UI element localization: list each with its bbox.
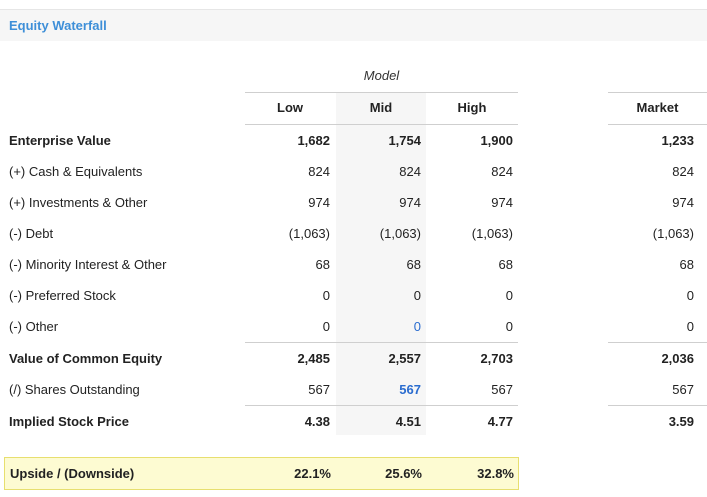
value-low: 0: [322, 288, 330, 303]
value-market: 974: [672, 195, 694, 210]
upside-downside-row: Upside / (Downside) 22.1% 25.6% 32.8%: [4, 457, 519, 490]
subtotal-rule-model: [245, 342, 518, 343]
row-enterprise-value: Enterprise Value 1,682 1,754 1,900 1,233: [0, 125, 707, 156]
value-market: 1,233: [661, 133, 694, 148]
row-investments-other: (+) Investments & Other 974 974 974 974: [0, 187, 707, 218]
value-market: 2,036: [661, 351, 694, 366]
row-label: (+) Investments & Other: [9, 195, 148, 210]
model-group-rule: [245, 92, 518, 93]
value-low: 68: [315, 257, 330, 272]
header-rule-market: [608, 124, 707, 125]
column-header-low: Low: [277, 100, 303, 115]
value-mid: 1,754: [388, 133, 421, 148]
value-high: 0: [505, 319, 513, 334]
row-cash-equivalents: (+) Cash & Equivalents 824 824 824 824: [0, 156, 707, 187]
value-low: 567: [308, 382, 330, 397]
value-low: 974: [308, 195, 330, 210]
row-shares-outstanding: (/) Shares Outstanding 567 567 567 567: [0, 374, 707, 405]
row-label: Implied Stock Price: [9, 414, 129, 429]
column-header-market: Market: [636, 100, 679, 115]
column-header-high: High: [457, 100, 487, 115]
row-label: (-) Debt: [9, 226, 54, 241]
value-low: 2,485: [297, 351, 330, 366]
value-mid: (1,063): [379, 226, 421, 241]
value-low: 824: [308, 164, 330, 179]
subtotal-rule-market: [608, 342, 707, 343]
upside-value-mid: 25.6%: [385, 466, 422, 481]
upside-value-high: 32.8%: [477, 466, 514, 481]
row-label: (-) Other: [9, 319, 59, 334]
value-high: 567: [491, 382, 513, 397]
row-value-common-equity: Value of Common Equity 2,485 2,557 2,703…: [0, 343, 707, 374]
row-label: (-) Minority Interest & Other: [9, 257, 167, 272]
value-mid: 0: [413, 288, 421, 303]
row-label: (+) Cash & Equivalents: [9, 164, 143, 179]
value-mid: 68: [406, 257, 421, 272]
page-title: Equity Waterfall: [9, 18, 107, 33]
editable-value-mid-shares[interactable]: 567: [399, 382, 421, 397]
column-header-mid: Mid: [369, 100, 393, 115]
value-mid: 824: [399, 164, 421, 179]
market-group-rule: [608, 92, 707, 93]
value-market: 68: [679, 257, 694, 272]
header-rule-model: [245, 124, 518, 125]
value-low: (1,063): [288, 226, 330, 241]
editable-value-mid-other[interactable]: 0: [413, 319, 421, 334]
value-market: 824: [672, 164, 694, 179]
value-market: 0: [686, 319, 694, 334]
row-label: Enterprise Value: [9, 133, 111, 148]
row-implied-stock-price: Implied Stock Price 4.38 4.51 4.77 3.59: [0, 406, 707, 437]
model-group-label: Model: [363, 68, 400, 83]
value-mid: 4.51: [395, 414, 421, 429]
value-high: 68: [498, 257, 513, 272]
upside-value-low: 22.1%: [294, 466, 331, 481]
value-mid: 974: [399, 195, 421, 210]
row-minority-interest: (-) Minority Interest & Other 68 68 68 6…: [0, 249, 707, 280]
row-preferred-stock: (-) Preferred Stock 0 0 0 0: [0, 280, 707, 311]
value-high: 974: [491, 195, 513, 210]
value-high: (1,063): [471, 226, 513, 241]
value-high: 4.77: [487, 414, 513, 429]
value-market: 567: [672, 382, 694, 397]
total-rule-model: [245, 405, 518, 406]
value-low: 0: [322, 319, 330, 334]
value-high: 1,900: [480, 133, 513, 148]
title-bar: Equity Waterfall: [0, 9, 707, 41]
value-high: 824: [491, 164, 513, 179]
value-low: 1,682: [297, 133, 330, 148]
value-market: (1,063): [652, 226, 694, 241]
row-other: (-) Other 0 0 0 0: [0, 311, 707, 342]
row-debt: (-) Debt (1,063) (1,063) (1,063) (1,063): [0, 218, 707, 249]
value-high: 2,703: [480, 351, 513, 366]
value-market: 0: [686, 288, 694, 303]
value-low: 4.38: [304, 414, 330, 429]
row-label: Value of Common Equity: [9, 351, 163, 366]
row-label: (/) Shares Outstanding: [9, 382, 140, 397]
value-high: 0: [505, 288, 513, 303]
value-market: 3.59: [668, 414, 694, 429]
upside-label: Upside / (Downside): [10, 466, 135, 481]
row-label: (-) Preferred Stock: [9, 288, 116, 303]
total-rule-market: [608, 405, 707, 406]
value-mid: 2,557: [388, 351, 421, 366]
mid-column-shading: [336, 93, 426, 435]
